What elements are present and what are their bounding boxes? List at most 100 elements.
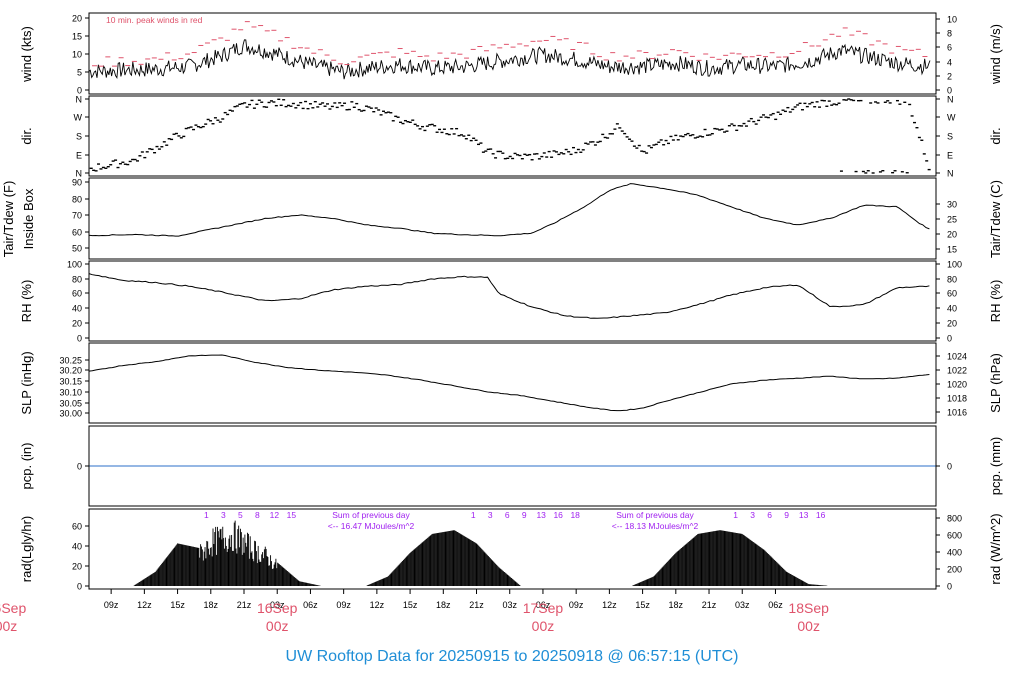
day-label-date: 16Sep: [0, 600, 26, 616]
left-tick-label-pressure: 30.20: [59, 366, 82, 376]
radiation-hour-mark: 12: [270, 510, 280, 520]
left-tick-label-direction: W: [74, 113, 83, 123]
left-tick-label-pressure: 30.25: [59, 356, 82, 366]
left-tick-label-wind: 15: [72, 32, 82, 42]
left-tick-label-pressure: 30.10: [59, 388, 82, 398]
day-label-time: 00z: [266, 618, 289, 634]
time-tick-label: 03z: [270, 600, 285, 610]
left-tick-label-pressure: 30.00: [59, 409, 82, 419]
time-tick-label: 09z: [336, 600, 351, 610]
radiation-annotation-line2: <-- 16.47 MJoules/m^2: [328, 521, 415, 531]
right-tick-label-humidity: 40: [947, 304, 957, 314]
day-label-time: 00z: [0, 618, 17, 634]
panel-frame-humidity: [88, 260, 937, 342]
left-tick-label-wind: 20: [72, 14, 82, 24]
time-tick-label: 12z: [137, 600, 152, 610]
time-tick-label: 21z: [469, 600, 484, 610]
right-tick-label-wind: 4: [947, 58, 952, 68]
time-tick-label: 18z: [436, 600, 451, 610]
radiation-hour-mark: 1: [471, 510, 476, 520]
y-axis-label-left-pressure: SLP (inHg): [19, 351, 34, 414]
time-tick-label: 03z: [735, 600, 750, 610]
right-tick-label-wind: 10: [947, 15, 957, 25]
right-tick-label-radiation: 200: [947, 565, 962, 575]
y-axis-label-left-temperature: Tair/Tdew (F): [1, 181, 16, 258]
right-tick-label-wind: 6: [947, 43, 952, 53]
panel-frame-temperature: [88, 177, 937, 260]
y-axis-label-right-precipitation: pcp. (mm): [988, 437, 1003, 496]
time-tick-label: 09z: [569, 600, 584, 610]
left-tick-label-temperature: 80: [72, 195, 82, 205]
left-tick-label-pressure: 30.05: [59, 399, 82, 409]
temperature-series-line: [88, 183, 930, 237]
right-tick-label-direction: E: [947, 151, 953, 161]
radiation-hour-mark: 1: [733, 510, 738, 520]
radiation-annotation-line2: <-- 18.13 MJoules/m^2: [612, 521, 699, 531]
left-tick-label-humidity: 60: [72, 289, 82, 299]
y-axis-label-right-humidity: RH (%): [988, 280, 1003, 323]
radiation-hour-mark: 9: [522, 510, 527, 520]
radiation-annotation-line1: Sum of previous day: [332, 510, 410, 520]
time-tick-label: 06z: [303, 600, 318, 610]
time-tick-label: 09z: [104, 600, 119, 610]
radiation-hour-mark: 8: [255, 510, 260, 520]
y-axis-label-left2-temperature: Inside Box: [21, 188, 36, 249]
panel-frame-radiation: [88, 508, 937, 590]
right-tick-label-direction: N: [947, 95, 954, 105]
time-tick-label: 15z: [635, 600, 650, 610]
left-tick-label-direction: S: [76, 132, 82, 142]
y-axis-label-left-wind: wind (kts): [19, 26, 34, 83]
wind-annotation: 10 min. peak winds in red: [106, 15, 203, 25]
wind-series-line: [88, 39, 931, 80]
left-tick-label-wind: 5: [77, 68, 82, 78]
right-tick-label-direction: W: [947, 113, 956, 123]
day-label-time: 00z: [797, 618, 820, 634]
radiation-hour-mark: 5: [238, 510, 243, 520]
day-label-time: 00z: [532, 618, 555, 634]
right-tick-label-pressure: 1018: [947, 394, 967, 404]
right-tick-label-pressure: 1016: [947, 408, 967, 418]
time-tick-label: 06z: [536, 600, 551, 610]
right-tick-label-wind: 8: [947, 29, 952, 39]
time-tick-label: 15z: [170, 600, 185, 610]
y-axis-label-right-pressure: SLP (hPa): [988, 353, 1003, 413]
pressure-series-line: [88, 354, 930, 412]
left-tick-label-wind: 0: [77, 86, 82, 96]
chart-title: UW Rooftop Data for 20250915 to 20250918…: [285, 648, 739, 665]
right-tick-label-humidity: 60: [947, 289, 957, 299]
right-tick-label-radiation: 600: [947, 531, 962, 541]
right-tick-label-temperature: 30: [947, 200, 957, 210]
left-tick-label-humidity: 100: [67, 260, 82, 270]
right-tick-label-pressure: 1024: [947, 352, 967, 362]
left-tick-label-radiation: 40: [72, 542, 82, 552]
radiation-hour-mark: 3: [488, 510, 493, 520]
right-tick-label-temperature: 25: [947, 215, 957, 225]
right-tick-label-humidity: 80: [947, 275, 957, 285]
right-tick-label-radiation: 800: [947, 514, 962, 524]
y-axis-label-left-direction: dir.: [19, 127, 34, 144]
right-tick-label-precipitation: 0: [947, 462, 952, 472]
time-tick-label: 03z: [502, 600, 517, 610]
left-tick-label-wind: 10: [72, 50, 82, 60]
chart-series: [88, 21, 936, 586]
left-tick-label-direction: N: [76, 169, 83, 179]
radiation-hour-mark: 6: [767, 510, 772, 520]
right-tick-label-wind: 0: [947, 86, 952, 96]
left-tick-label-temperature: 60: [72, 228, 82, 238]
time-tick-label: 21z: [702, 600, 717, 610]
time-tick-label: 21z: [237, 600, 252, 610]
radiation-hour-mark: 9: [784, 510, 789, 520]
y-axis-label-left-precipitation: pcp. (in): [19, 443, 34, 490]
radiation-hour-mark: 6: [505, 510, 510, 520]
radiation-hour-mark: 13: [799, 510, 809, 520]
radiation-hour-mark: 13: [536, 510, 546, 520]
right-tick-label-temperature: 15: [947, 245, 957, 255]
left-tick-label-radiation: 60: [72, 522, 82, 532]
right-tick-label-direction: S: [947, 132, 953, 142]
panel-frame-pressure: [88, 342, 937, 424]
panel-frame-direction: [88, 95, 937, 177]
y-axis-label-right-wind: wind (m/s): [988, 24, 1003, 85]
left-tick-label-temperature: 90: [72, 178, 82, 188]
left-tick-label-pressure: 30.15: [59, 377, 82, 387]
radiation-hour-mark: 3: [750, 510, 755, 520]
